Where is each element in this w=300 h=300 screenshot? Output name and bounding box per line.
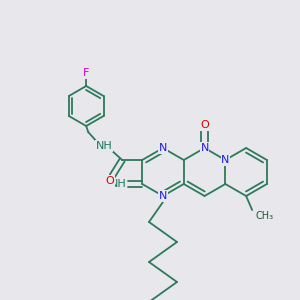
Text: N: N xyxy=(159,143,167,153)
Text: O: O xyxy=(106,176,115,186)
Text: NH: NH xyxy=(110,179,127,189)
Text: N: N xyxy=(200,143,209,153)
Text: F: F xyxy=(83,68,89,78)
Text: N: N xyxy=(221,155,230,165)
Text: NH: NH xyxy=(96,141,112,151)
Text: N: N xyxy=(159,191,167,201)
Text: CH₃: CH₃ xyxy=(255,211,273,221)
Text: O: O xyxy=(200,120,209,130)
